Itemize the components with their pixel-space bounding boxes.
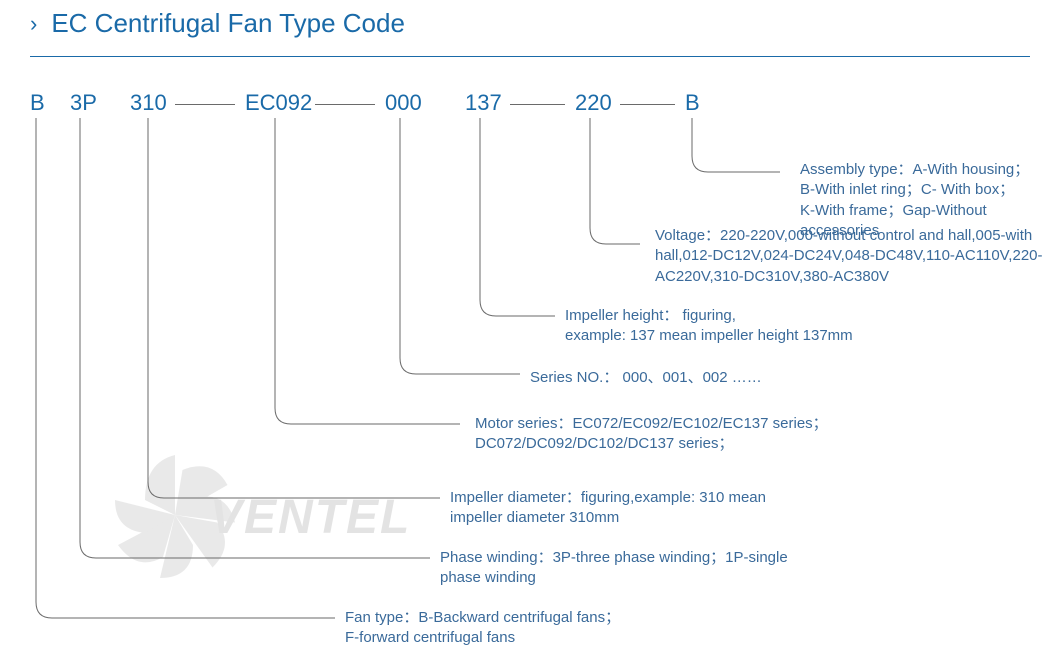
code-part-fan-type: B xyxy=(30,90,45,116)
fan-icon xyxy=(100,440,250,590)
code-part-series: 000 xyxy=(385,90,422,116)
code-part-height: 137 xyxy=(465,90,502,116)
desc-series-no: Series NO.： 000、001、002 …… xyxy=(530,368,762,388)
code-part-voltage: 220 xyxy=(575,90,612,116)
desc-impeller-height: Impeller height： figuring, example: 137 … xyxy=(565,306,853,347)
code-dash xyxy=(510,104,565,105)
desc-fan-type: Fan type：B-Backward centrifugal fans； F-… xyxy=(345,608,620,649)
code-part-phase: 3P xyxy=(70,90,97,116)
watermark-text: VENTEL xyxy=(210,490,411,545)
desc-motor-series: Motor series：EC072/EC092/EC102/EC137 ser… xyxy=(475,414,828,455)
desc-voltage: Voltage：220-220V,000-without control and… xyxy=(655,226,1059,287)
code-dash xyxy=(315,104,375,105)
page-title: EC Centrifugal Fan Type Code xyxy=(51,8,405,39)
code-part-assembly: B xyxy=(685,90,700,116)
desc-impeller-diameter: Impeller diameter：figuring,example: 310 … xyxy=(450,488,766,529)
code-dash xyxy=(620,104,675,105)
desc-phase-winding: Phase winding：3P-three phase winding；1P-… xyxy=(440,548,788,589)
code-dash xyxy=(175,104,235,105)
title-row: › EC Centrifugal Fan Type Code xyxy=(0,0,1059,39)
code-part-diameter: 310 xyxy=(130,90,167,116)
title-underline xyxy=(30,56,1030,57)
watermark: VENTEL xyxy=(100,440,440,590)
chevron-right-icon: › xyxy=(30,11,37,37)
code-part-motor: EC092 xyxy=(245,90,312,116)
